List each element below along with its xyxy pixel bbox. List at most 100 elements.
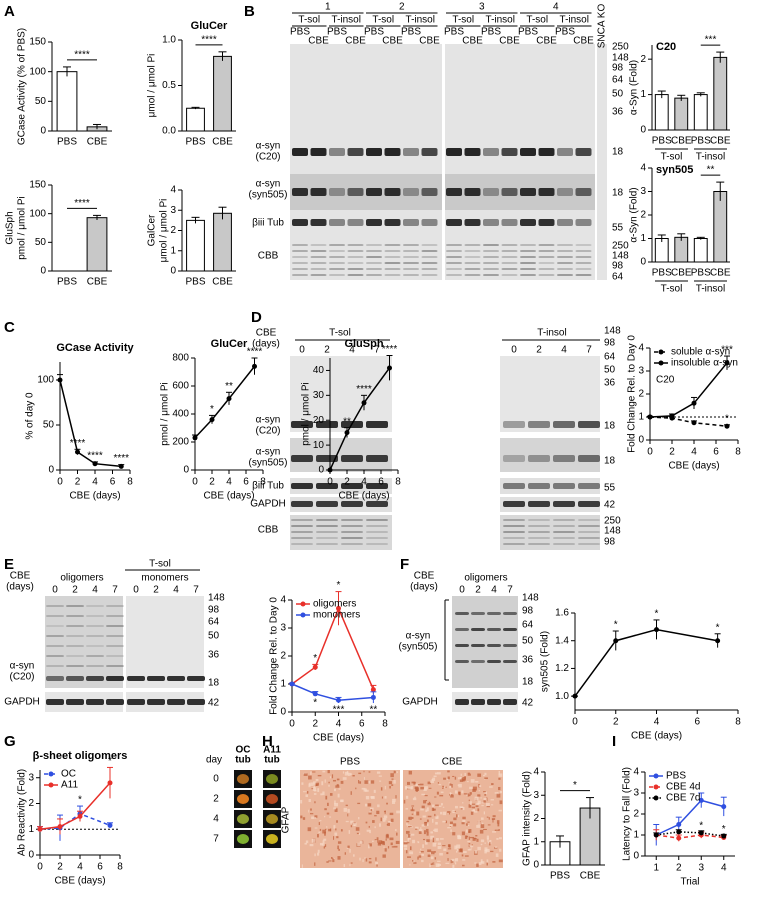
group-label: oligomers — [464, 573, 507, 584]
speckle — [469, 786, 473, 790]
speckle — [337, 856, 341, 860]
significance-label: **** — [356, 384, 372, 395]
speckle — [428, 787, 432, 789]
y-tick-label: 1 — [280, 679, 286, 690]
speckle — [484, 772, 487, 776]
blot-band — [329, 274, 345, 276]
blot-band — [403, 256, 419, 258]
lane-label: PBS — [518, 27, 538, 38]
speckle — [346, 770, 349, 775]
panel-label: F — [400, 556, 409, 573]
speckle — [431, 804, 435, 808]
speckle — [404, 847, 408, 850]
speckle — [420, 851, 424, 853]
mw-marker: 64 — [522, 620, 534, 631]
blot-image — [126, 596, 204, 688]
stain-label: tub — [235, 755, 251, 766]
blot-band — [528, 483, 550, 489]
x-tick-label: PBS — [185, 137, 205, 148]
speckle — [456, 850, 458, 853]
blot-band — [446, 256, 462, 258]
speckle — [480, 839, 485, 843]
speckle — [474, 862, 477, 864]
speckle — [416, 811, 420, 816]
speckle — [383, 811, 387, 813]
blot-band — [86, 655, 104, 657]
fraction-label: T-insol — [332, 15, 361, 26]
data-point — [107, 822, 113, 828]
speckle — [466, 781, 469, 783]
speckle — [459, 778, 463, 782]
blot-band — [471, 628, 485, 631]
significance-label: ** — [343, 416, 351, 427]
speckle — [428, 801, 431, 804]
speckle — [430, 835, 435, 840]
blot-band — [553, 531, 575, 533]
speckle — [417, 784, 421, 786]
speckle — [454, 845, 458, 850]
y-tick-label: 2 — [533, 813, 539, 824]
speckle — [432, 777, 436, 781]
legend-marker — [48, 782, 54, 788]
blot-band — [553, 421, 575, 428]
speckle — [423, 830, 426, 835]
speckle — [488, 817, 490, 820]
blot-band — [167, 699, 185, 705]
y-tick-label: 20 — [313, 415, 325, 426]
significance-label: ** — [707, 165, 715, 176]
speckle — [462, 859, 466, 861]
speckle — [405, 795, 409, 799]
blot-image — [290, 515, 392, 550]
blot-band — [329, 250, 345, 252]
speckle — [349, 773, 353, 775]
significance-label: * — [614, 620, 618, 631]
speckle — [437, 845, 442, 850]
speckle — [423, 800, 427, 804]
panel-label: H — [262, 733, 273, 750]
speckle — [431, 778, 434, 781]
bar — [56, 71, 78, 132]
blot-band — [578, 543, 600, 545]
speckle — [467, 849, 470, 851]
speckle — [379, 823, 381, 827]
mw-marker: 98 — [522, 606, 534, 617]
speckle — [333, 825, 336, 829]
speckle — [494, 846, 498, 849]
speckle — [477, 773, 482, 777]
y-tick-label: 2 — [640, 54, 646, 65]
speckle — [436, 772, 441, 775]
y-axis-label: μmol / μmol Pi — [147, 54, 158, 118]
speckle — [342, 777, 347, 780]
blot-band — [503, 660, 517, 663]
blot-band — [310, 262, 327, 264]
speckle — [336, 836, 339, 839]
blot-band — [347, 219, 364, 226]
speckle — [391, 778, 394, 780]
speckle — [317, 852, 320, 856]
cell-stain — [237, 814, 249, 824]
speckle — [489, 839, 492, 844]
speckle — [310, 782, 314, 786]
speckle — [368, 843, 372, 847]
mw-marker: 18 — [604, 456, 616, 467]
speckle — [356, 832, 360, 835]
speckle — [365, 795, 370, 800]
mw-marker: 36 — [604, 378, 616, 389]
panel-label: I — [612, 733, 616, 750]
speckle — [405, 850, 408, 854]
legend-label: monomers — [313, 610, 360, 621]
speckle — [347, 808, 350, 813]
speckle — [385, 834, 389, 839]
speckle — [495, 829, 499, 831]
blot-band — [487, 644, 501, 647]
speckle — [380, 817, 382, 822]
blot-band — [366, 501, 388, 507]
x-tick-label: 2 — [613, 717, 619, 728]
mw-marker: 36 — [612, 107, 624, 118]
blot-band — [366, 537, 388, 539]
blot-band — [421, 244, 438, 246]
speckle — [380, 787, 383, 791]
speckle — [328, 828, 331, 832]
blot-band — [553, 543, 575, 545]
legend-marker — [653, 795, 659, 801]
